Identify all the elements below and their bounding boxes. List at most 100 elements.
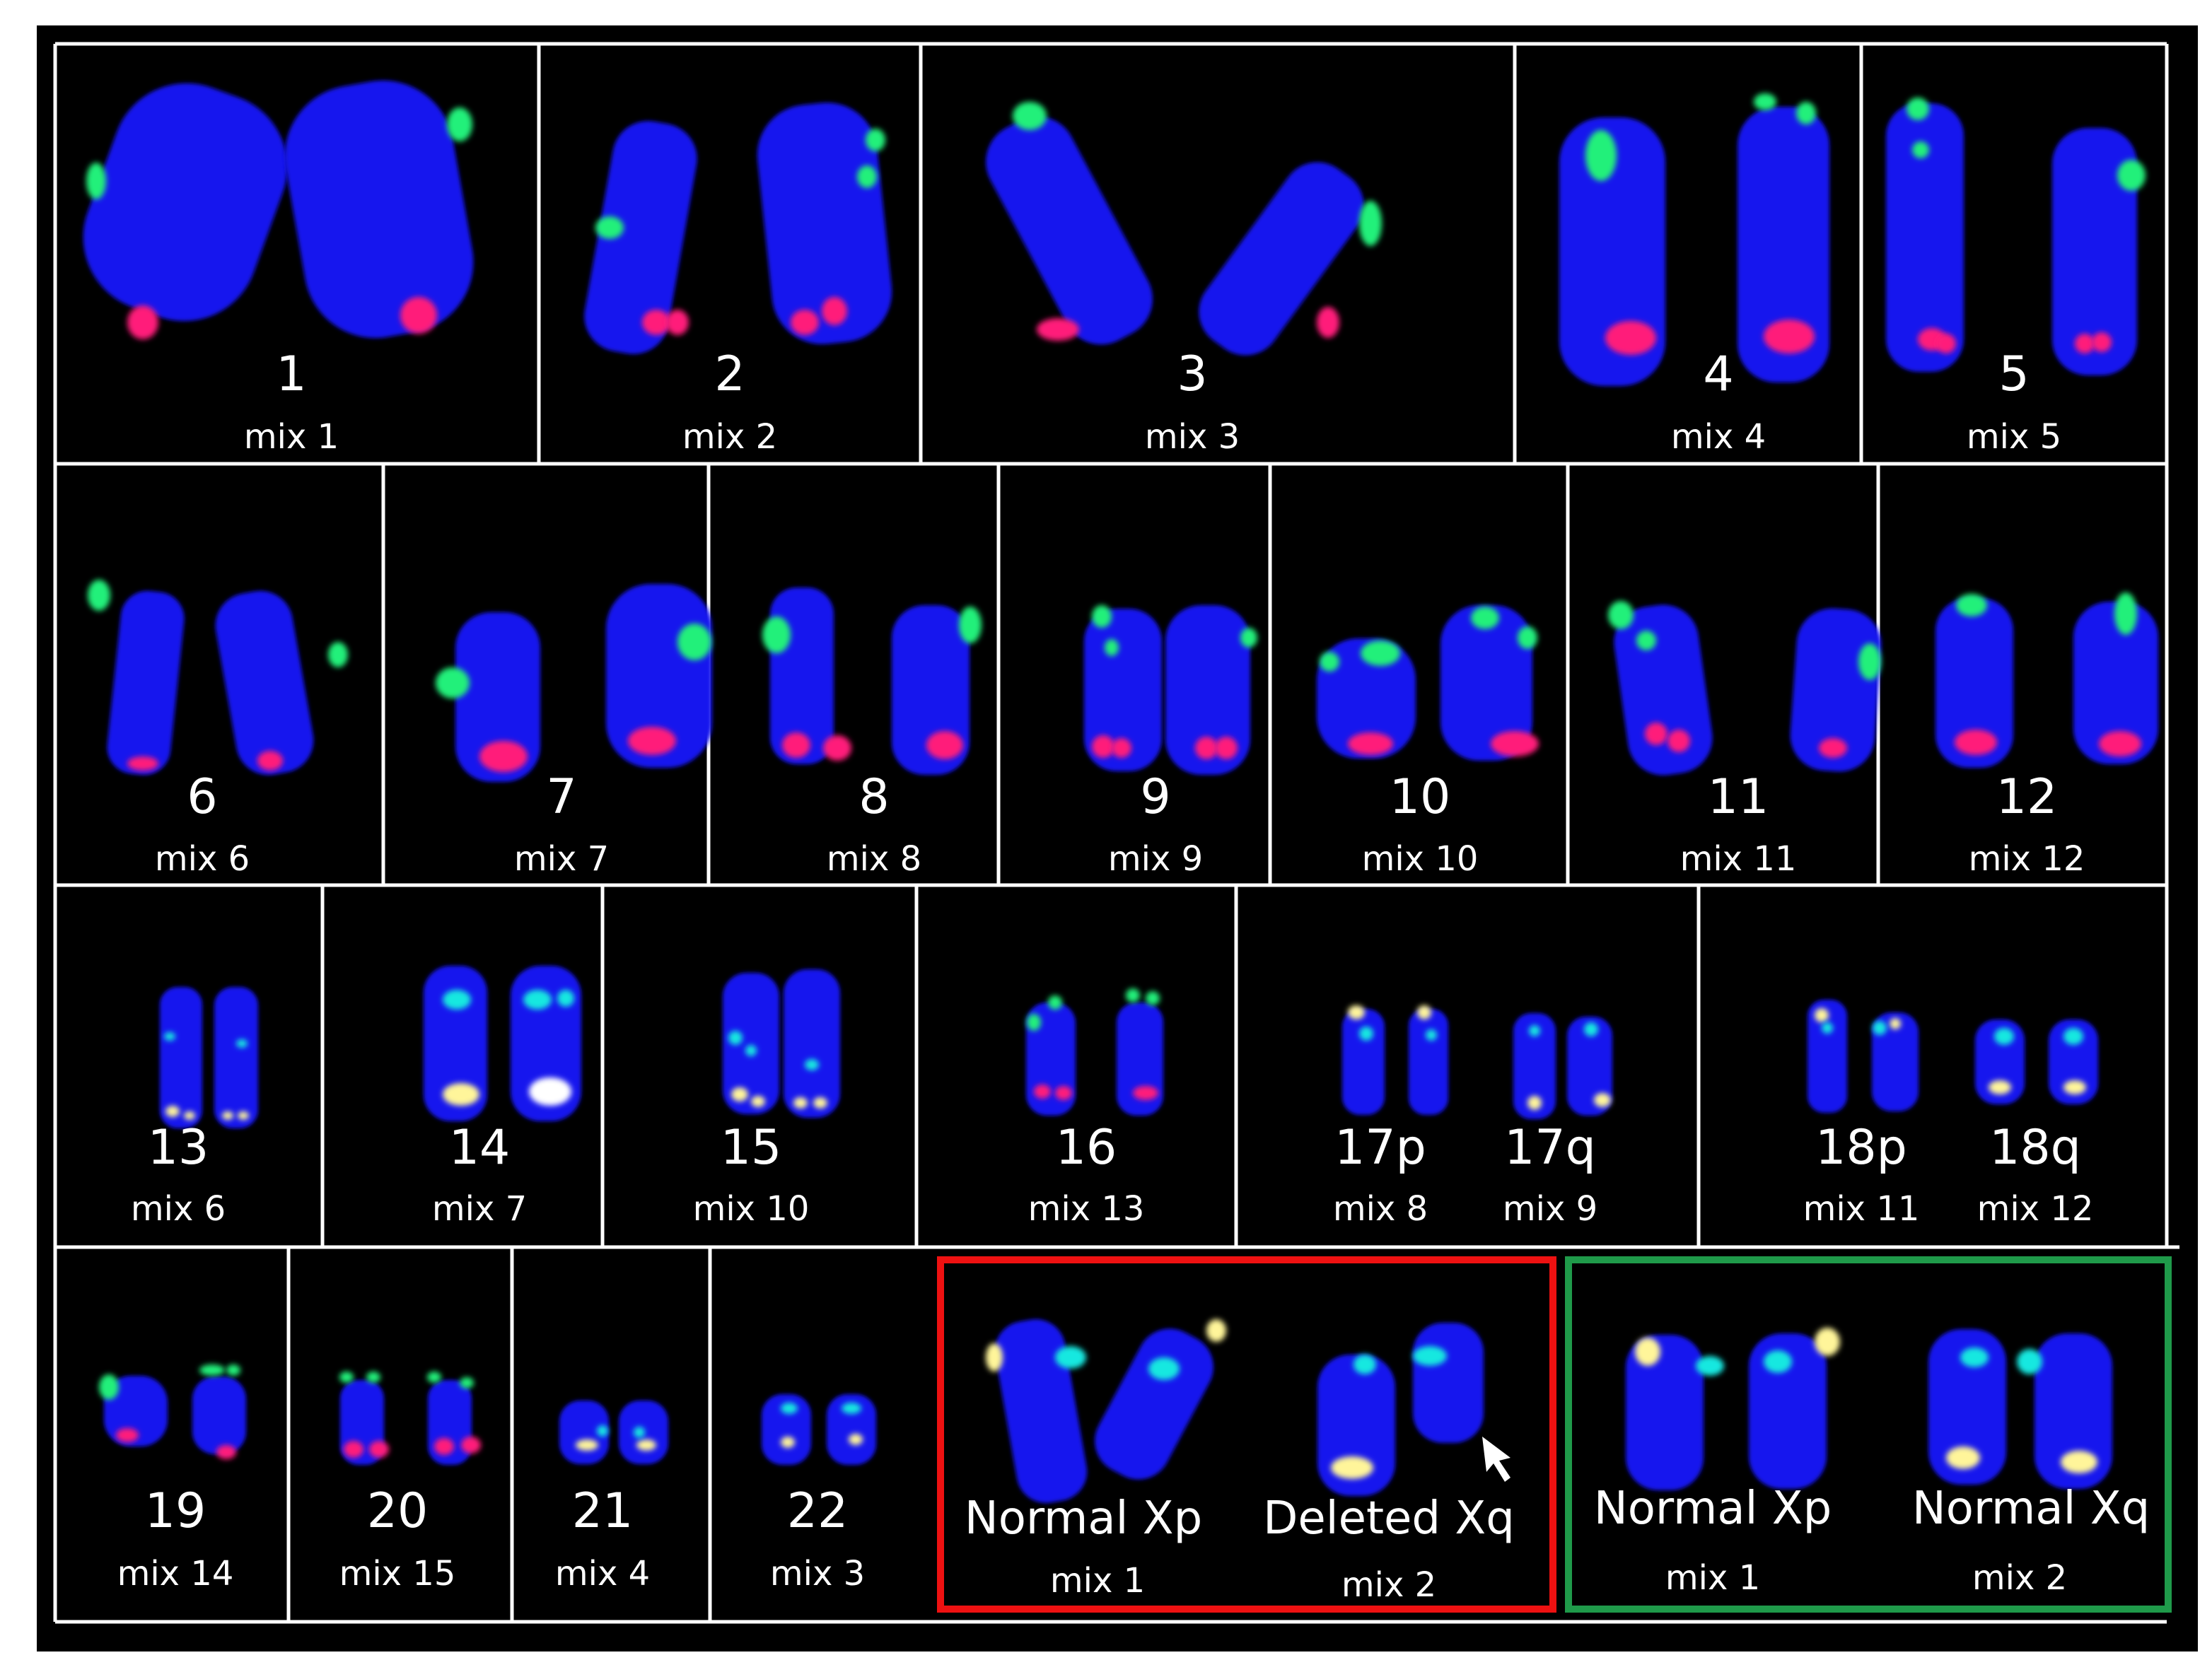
cyan-probe <box>1148 1357 1180 1380</box>
yellow-probe <box>443 1083 479 1106</box>
chromosome <box>1513 1013 1556 1119</box>
green-probe <box>1013 102 1047 130</box>
probe-mix-label: mix 5 <box>1966 417 2062 457</box>
red-probe <box>344 1441 363 1458</box>
green-probe <box>1754 93 1776 110</box>
green-probe <box>1048 995 1062 1010</box>
probe-mix-label: mix 9 <box>1107 839 1204 879</box>
chromosome <box>762 1394 811 1465</box>
green-probe <box>1105 639 1119 656</box>
probe-mix-label: mix 1 <box>1049 1561 1146 1601</box>
probe-mix-label: mix 11 <box>1803 1189 1920 1229</box>
probe-mix-label: mix 1 <box>1665 1558 1761 1598</box>
yellow-probe <box>238 1111 249 1120</box>
probe-mix-label: mix 11 <box>1680 839 1797 879</box>
chromosome <box>584 121 697 354</box>
green-probe <box>1796 102 1816 124</box>
green-probe <box>1956 594 1987 616</box>
chromosome <box>1199 162 1364 356</box>
chromosome <box>1872 1012 1919 1111</box>
cyan-probe <box>1354 1355 1376 1374</box>
chromosome-number: 17p <box>1334 1120 1426 1176</box>
probe-mix-label: mix 8 <box>1332 1189 1428 1229</box>
cyan-probe <box>1413 1346 1447 1366</box>
probe-mix-label: mix 2 <box>1972 1558 2068 1598</box>
yellow-probe <box>1815 1008 1829 1022</box>
cyan-probe <box>1994 1028 2014 1045</box>
red-probe <box>1491 731 1539 756</box>
chromosome <box>1790 608 1882 772</box>
chromosome <box>1928 1329 2006 1485</box>
yellow-probe <box>222 1111 233 1120</box>
chromosome <box>1084 609 1162 771</box>
green-probe <box>1240 628 1257 648</box>
yellow-probe <box>1946 1446 1980 1469</box>
chromosome <box>2073 602 2158 764</box>
chromosome-number: 4 <box>1703 346 1734 402</box>
chromosome-number: 1 <box>276 346 307 402</box>
chromosome-number: 19 <box>144 1483 206 1539</box>
chromosome <box>784 969 840 1118</box>
red-probe <box>1317 307 1339 338</box>
red-probe <box>1092 735 1114 758</box>
yellow-probe <box>184 1111 195 1120</box>
green-probe <box>1359 201 1382 246</box>
green-probe <box>1518 626 1537 649</box>
chromosome <box>2049 1019 2098 1104</box>
chromosome <box>559 1401 609 1464</box>
green-probe <box>857 165 877 188</box>
red-probe <box>1764 320 1815 353</box>
green-probe <box>762 616 791 653</box>
cyan-probe <box>557 990 574 1007</box>
probe-mix-label: mix 4 <box>1670 417 1766 457</box>
green-probe <box>460 1377 474 1389</box>
chromosome-number: 12 <box>1996 769 2058 825</box>
yellow-probe <box>781 1437 795 1448</box>
cyan-probe <box>1529 1025 1540 1036</box>
yellow-probe <box>1206 1319 1226 1342</box>
probe-mix-label: mix 3 <box>769 1554 866 1594</box>
yellow-probe <box>576 1439 598 1451</box>
cyan-probe <box>443 990 471 1010</box>
chromosome <box>1749 1333 1827 1489</box>
yellow-probe <box>793 1097 808 1109</box>
normal-x-frame <box>1565 1256 2172 1613</box>
red-probe <box>1936 334 1956 353</box>
chromosome <box>1936 598 2013 768</box>
yellow-probe <box>1348 1005 1365 1019</box>
green-probe <box>1027 1014 1041 1031</box>
yellow-probe <box>1890 1018 1901 1029</box>
yellow-probe <box>1815 1328 1840 1356</box>
chromosome-number: 11 <box>1707 769 1769 825</box>
chromosome-number: 8 <box>858 769 890 825</box>
chromosome <box>1165 605 1250 775</box>
green-probe <box>339 1372 354 1383</box>
yellow-probe <box>2063 1080 2086 1094</box>
chromosome-number: 6 <box>187 769 218 825</box>
karyotype-figure: 1 mix 1 2 mix 2 3 mix 3 4 mix 4 5 mix 5 6 mix 6 7 mix… <box>37 25 2198 1651</box>
probe-mix-label: mix 1 <box>243 417 339 457</box>
probe-mix-label: mix 8 <box>826 839 922 879</box>
probe-mix-label: mix 15 <box>339 1554 456 1594</box>
chromosome-number: 17q <box>1504 1120 1596 1176</box>
green-probe <box>427 1372 441 1383</box>
chromosome <box>104 1376 168 1446</box>
red-probe <box>1195 737 1218 759</box>
cyan-probe <box>2017 1349 2042 1374</box>
probe-mix-label: mix 12 <box>1977 1189 2094 1229</box>
yellow-probe <box>731 1087 748 1101</box>
probe-mix-label: mix 7 <box>431 1189 528 1229</box>
green-probe <box>366 1372 380 1383</box>
probe-mix-label: mix 3 <box>1144 417 1240 457</box>
chromosome-number: 7 <box>546 769 577 825</box>
red-probe <box>1215 737 1238 759</box>
probe-mix-label: mix 6 <box>154 839 250 879</box>
chromosome <box>723 973 779 1114</box>
green-probe <box>2117 160 2146 191</box>
green-probe <box>1608 601 1634 629</box>
chromosome <box>1440 605 1532 761</box>
yellow-probe <box>165 1106 180 1117</box>
green-probe <box>99 1374 119 1400</box>
yellow-probe <box>1331 1456 1373 1479</box>
red-probe <box>434 1438 454 1455</box>
